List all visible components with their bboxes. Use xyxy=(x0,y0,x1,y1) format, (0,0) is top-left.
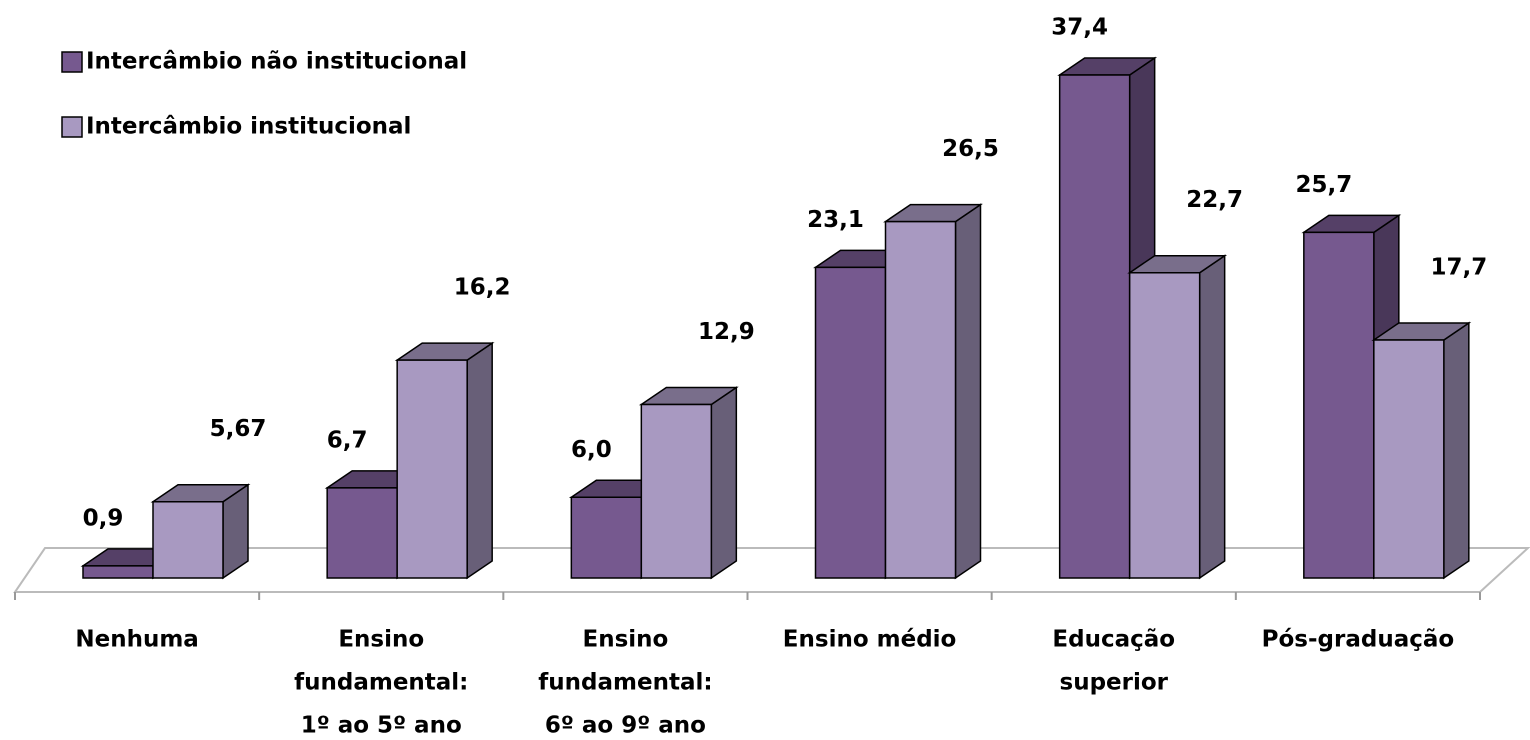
bar-face xyxy=(82,565,154,579)
bar-face xyxy=(1058,74,1131,579)
bar-face xyxy=(396,359,468,579)
value-label: 12,9 xyxy=(698,319,755,345)
bar-face xyxy=(710,386,738,580)
x-tick-label: 1º ao 5º ano xyxy=(301,713,462,739)
value-label: 22,7 xyxy=(1186,187,1243,213)
bar-face xyxy=(640,403,713,579)
value-label: 16,2 xyxy=(454,275,511,301)
bar-face xyxy=(570,496,643,579)
value-label: 17,7 xyxy=(1430,254,1487,280)
x-tick-label: fundamental: xyxy=(294,670,468,696)
legend-swatch xyxy=(61,51,83,73)
value-label: 26,5 xyxy=(942,136,999,162)
legend-label: Intercâmbio institucional xyxy=(86,114,411,140)
bar-face xyxy=(1198,254,1226,580)
bar-face xyxy=(1373,339,1445,579)
x-tick-label: superior xyxy=(1060,670,1169,696)
value-label: 25,7 xyxy=(1295,172,1352,198)
bar-face xyxy=(1303,231,1375,579)
bar xyxy=(883,203,983,580)
bar-face xyxy=(954,203,982,580)
bar-face xyxy=(884,220,957,579)
bar-face xyxy=(326,487,398,579)
x-tick-label: Pós-graduação xyxy=(1262,627,1455,653)
value-label: 0,9 xyxy=(83,505,124,531)
bar-face xyxy=(1128,271,1201,579)
x-tick-label: Ensino médio xyxy=(783,627,957,653)
bar xyxy=(394,341,495,580)
bar xyxy=(150,483,251,580)
bar xyxy=(1371,321,1472,580)
bar-face xyxy=(466,341,493,580)
legend-swatch xyxy=(61,116,83,138)
value-label: 37,4 xyxy=(1051,15,1108,41)
x-tick-label: fundamental: xyxy=(538,670,712,696)
value-label: 5,67 xyxy=(210,416,267,442)
x-tick-label: Educação xyxy=(1052,627,1175,653)
bar-face xyxy=(1443,321,1470,580)
bar-face xyxy=(152,500,224,579)
value-label: 23,1 xyxy=(807,207,864,233)
legend-label: Intercâmbio não institucional xyxy=(86,49,467,75)
x-tick-label: 6º ao 9º ano xyxy=(545,713,706,739)
value-label: 6,0 xyxy=(571,437,612,463)
x-tick-label: Ensino xyxy=(338,627,424,653)
bar-face xyxy=(814,266,887,579)
x-tick-label: Nenhuma xyxy=(75,627,198,653)
bar xyxy=(1127,254,1228,580)
value-label: 6,7 xyxy=(327,427,368,453)
bar xyxy=(638,386,739,580)
x-tick-label: Ensino xyxy=(582,627,668,653)
